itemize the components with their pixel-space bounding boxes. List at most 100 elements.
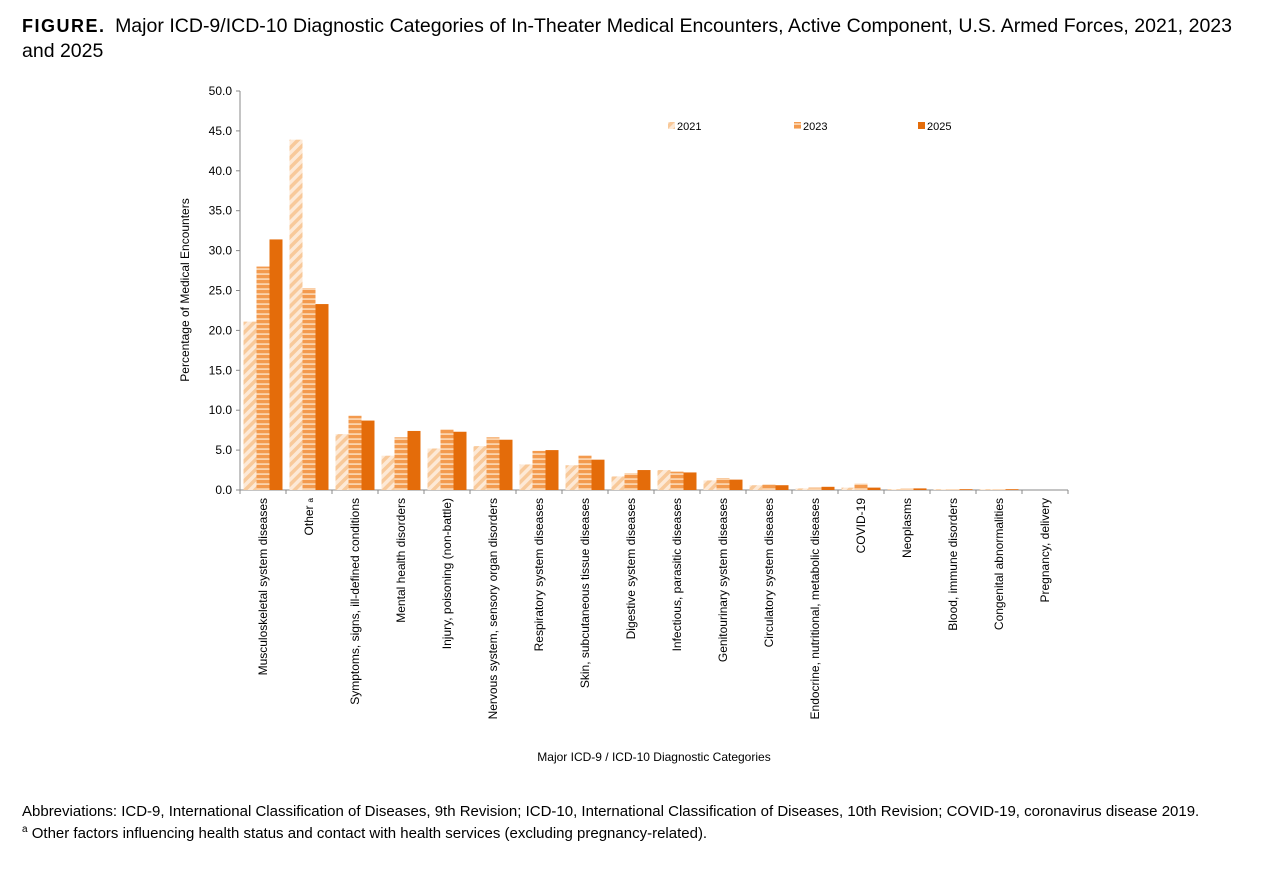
legend-swatch-2023	[794, 122, 801, 129]
y-tick-label: 35.0	[209, 204, 233, 218]
bar-2021	[381, 455, 395, 490]
bar-2023	[486, 437, 500, 490]
bar-2023	[394, 437, 408, 490]
legend-swatch-2021	[668, 122, 675, 129]
bar-2021	[749, 485, 763, 490]
x-tick-label: Injury, poisoning (non-battle)	[440, 498, 454, 649]
x-tick-label: Mental health disorders	[394, 498, 408, 623]
bar-2025	[959, 489, 973, 490]
figure-label: FIGURE.	[22, 16, 106, 36]
bar-2021	[565, 465, 579, 490]
bar-2023	[900, 488, 914, 490]
bar-2023	[256, 266, 270, 490]
figure-title-text: Major ICD-9/ICD-10 Diagnostic Categories…	[22, 15, 1233, 62]
bar-2021	[611, 476, 625, 490]
bar-2021	[657, 470, 671, 490]
bar-2021	[243, 321, 257, 490]
x-tick-label: Circulatory system diseases	[762, 498, 776, 647]
bar-2025	[683, 472, 697, 490]
x-tick-label: Nervous system, sensory organ disorders	[486, 498, 500, 719]
y-tick-label: 0.0	[215, 483, 232, 497]
footnote-marker: a	[22, 824, 28, 835]
legend-swatch-2025	[918, 122, 925, 129]
other-footnote: a Other factors influencing health statu…	[22, 821, 1222, 843]
bar-2025	[1005, 489, 1019, 490]
bar-2021	[335, 434, 349, 490]
x-tick-label: Blood, immune disorders	[946, 498, 960, 631]
bar-2025	[545, 450, 559, 490]
bar-2021	[289, 139, 303, 490]
bar-2023	[670, 471, 684, 490]
bar-2021	[519, 464, 533, 490]
bar-2025	[269, 239, 283, 490]
bar-2021	[933, 489, 947, 490]
bar-2023	[302, 288, 316, 490]
x-tick-labels: Musculoskeletal system diseases Othera Sym…	[256, 497, 1052, 719]
y-tick-label: 10.0	[209, 403, 233, 417]
bar-2025	[315, 304, 329, 490]
x-tick-label: Othera	[302, 497, 316, 535]
bar-2023	[624, 473, 638, 490]
x-tick-label: Genitourinary system diseases	[716, 498, 730, 662]
x-tick-label: Infectious, parasitic diseases	[670, 498, 684, 651]
bar-2025	[591, 459, 605, 490]
chart-legend: 2021 2023 2025	[668, 121, 951, 133]
footnote-text: Other factors influencing health status …	[31, 825, 708, 842]
bar-2025	[775, 485, 789, 490]
bar-2023	[762, 484, 776, 490]
bar-2023	[854, 483, 868, 490]
x-tick-superscript: a	[306, 497, 315, 502]
bar-2025	[729, 479, 743, 490]
x-axis-label: Major ICD-9 / ICD-10 Diagnostic Categori…	[537, 750, 770, 764]
bar-2025	[499, 439, 513, 490]
y-tick-label: 25.0	[209, 284, 233, 298]
bar-2025	[407, 430, 421, 490]
y-tick-label: 45.0	[209, 124, 233, 138]
legend-label-2025: 2025	[927, 121, 951, 133]
bar-2023	[946, 489, 960, 490]
bar-chart: 0.0 5.0 10.0 15.0 20.0 25.0 30.0 35.0 40.0 45.0 50…	[178, 84, 1069, 764]
bar-2025	[821, 486, 835, 490]
y-tick-label: 5.0	[215, 443, 232, 457]
x-tick-label: COVID-19	[854, 498, 868, 554]
bar-2021	[427, 448, 441, 490]
y-tick-label: 15.0	[209, 363, 233, 377]
legend-label-2023: 2023	[803, 121, 827, 133]
bar-2023	[578, 455, 592, 490]
bar-2023	[532, 450, 546, 490]
y-tick-label: 30.0	[209, 244, 233, 258]
y-axis-label: Percentage of Medical Encounters	[178, 198, 192, 381]
footnotes: Abbreviations: ICD-9, International Clas…	[22, 803, 1222, 843]
x-tick-label: Musculoskeletal system diseases	[256, 498, 270, 675]
bar-2025	[913, 488, 927, 490]
bar-2025	[361, 420, 375, 490]
y-tick-label: 20.0	[209, 323, 233, 337]
bar-2023	[440, 429, 454, 490]
figure-title: FIGURE. Major ICD-9/ICD-10 Diagnostic Ca…	[22, 14, 1232, 64]
x-tick-label: Neoplasms	[900, 498, 914, 558]
chart-bars	[243, 139, 1019, 490]
x-tick-label: Digestive system diseases	[624, 498, 638, 639]
bar-2021	[841, 487, 855, 490]
bar-2021	[473, 446, 487, 490]
bar-2021	[795, 488, 809, 490]
y-tick-label: 40.0	[209, 164, 233, 178]
bar-2025	[453, 431, 467, 490]
bar-2025	[637, 470, 651, 490]
x-tick-label: Respiratory system diseases	[532, 498, 546, 651]
x-tick-label: Symptoms, signs, ill-defined conditions	[348, 498, 362, 705]
chart-axes: 0.0 5.0 10.0 15.0 20.0 25.0 30.0 35.0 40.0 45.0 50…	[209, 84, 1069, 497]
bar-2023	[348, 415, 362, 490]
x-tick-label: Congenital abnormalities	[992, 498, 1006, 630]
bar-2023	[716, 478, 730, 490]
x-tick-label: Pregnancy, delivery	[1038, 498, 1052, 603]
legend-label-2021: 2021	[677, 121, 701, 133]
bar-2021	[703, 480, 717, 490]
x-tick-label: Endocrine, nutritional, metabolic diseas…	[808, 498, 822, 719]
abbreviations-note: Abbreviations: ICD-9, International Clas…	[22, 803, 1200, 820]
bar-2023	[808, 487, 822, 490]
bar-2025	[867, 487, 881, 490]
bar-2021	[887, 489, 901, 490]
bar-2023	[992, 489, 1006, 490]
x-tick-label: Skin, subcutaneous tissue diseases	[578, 498, 592, 688]
